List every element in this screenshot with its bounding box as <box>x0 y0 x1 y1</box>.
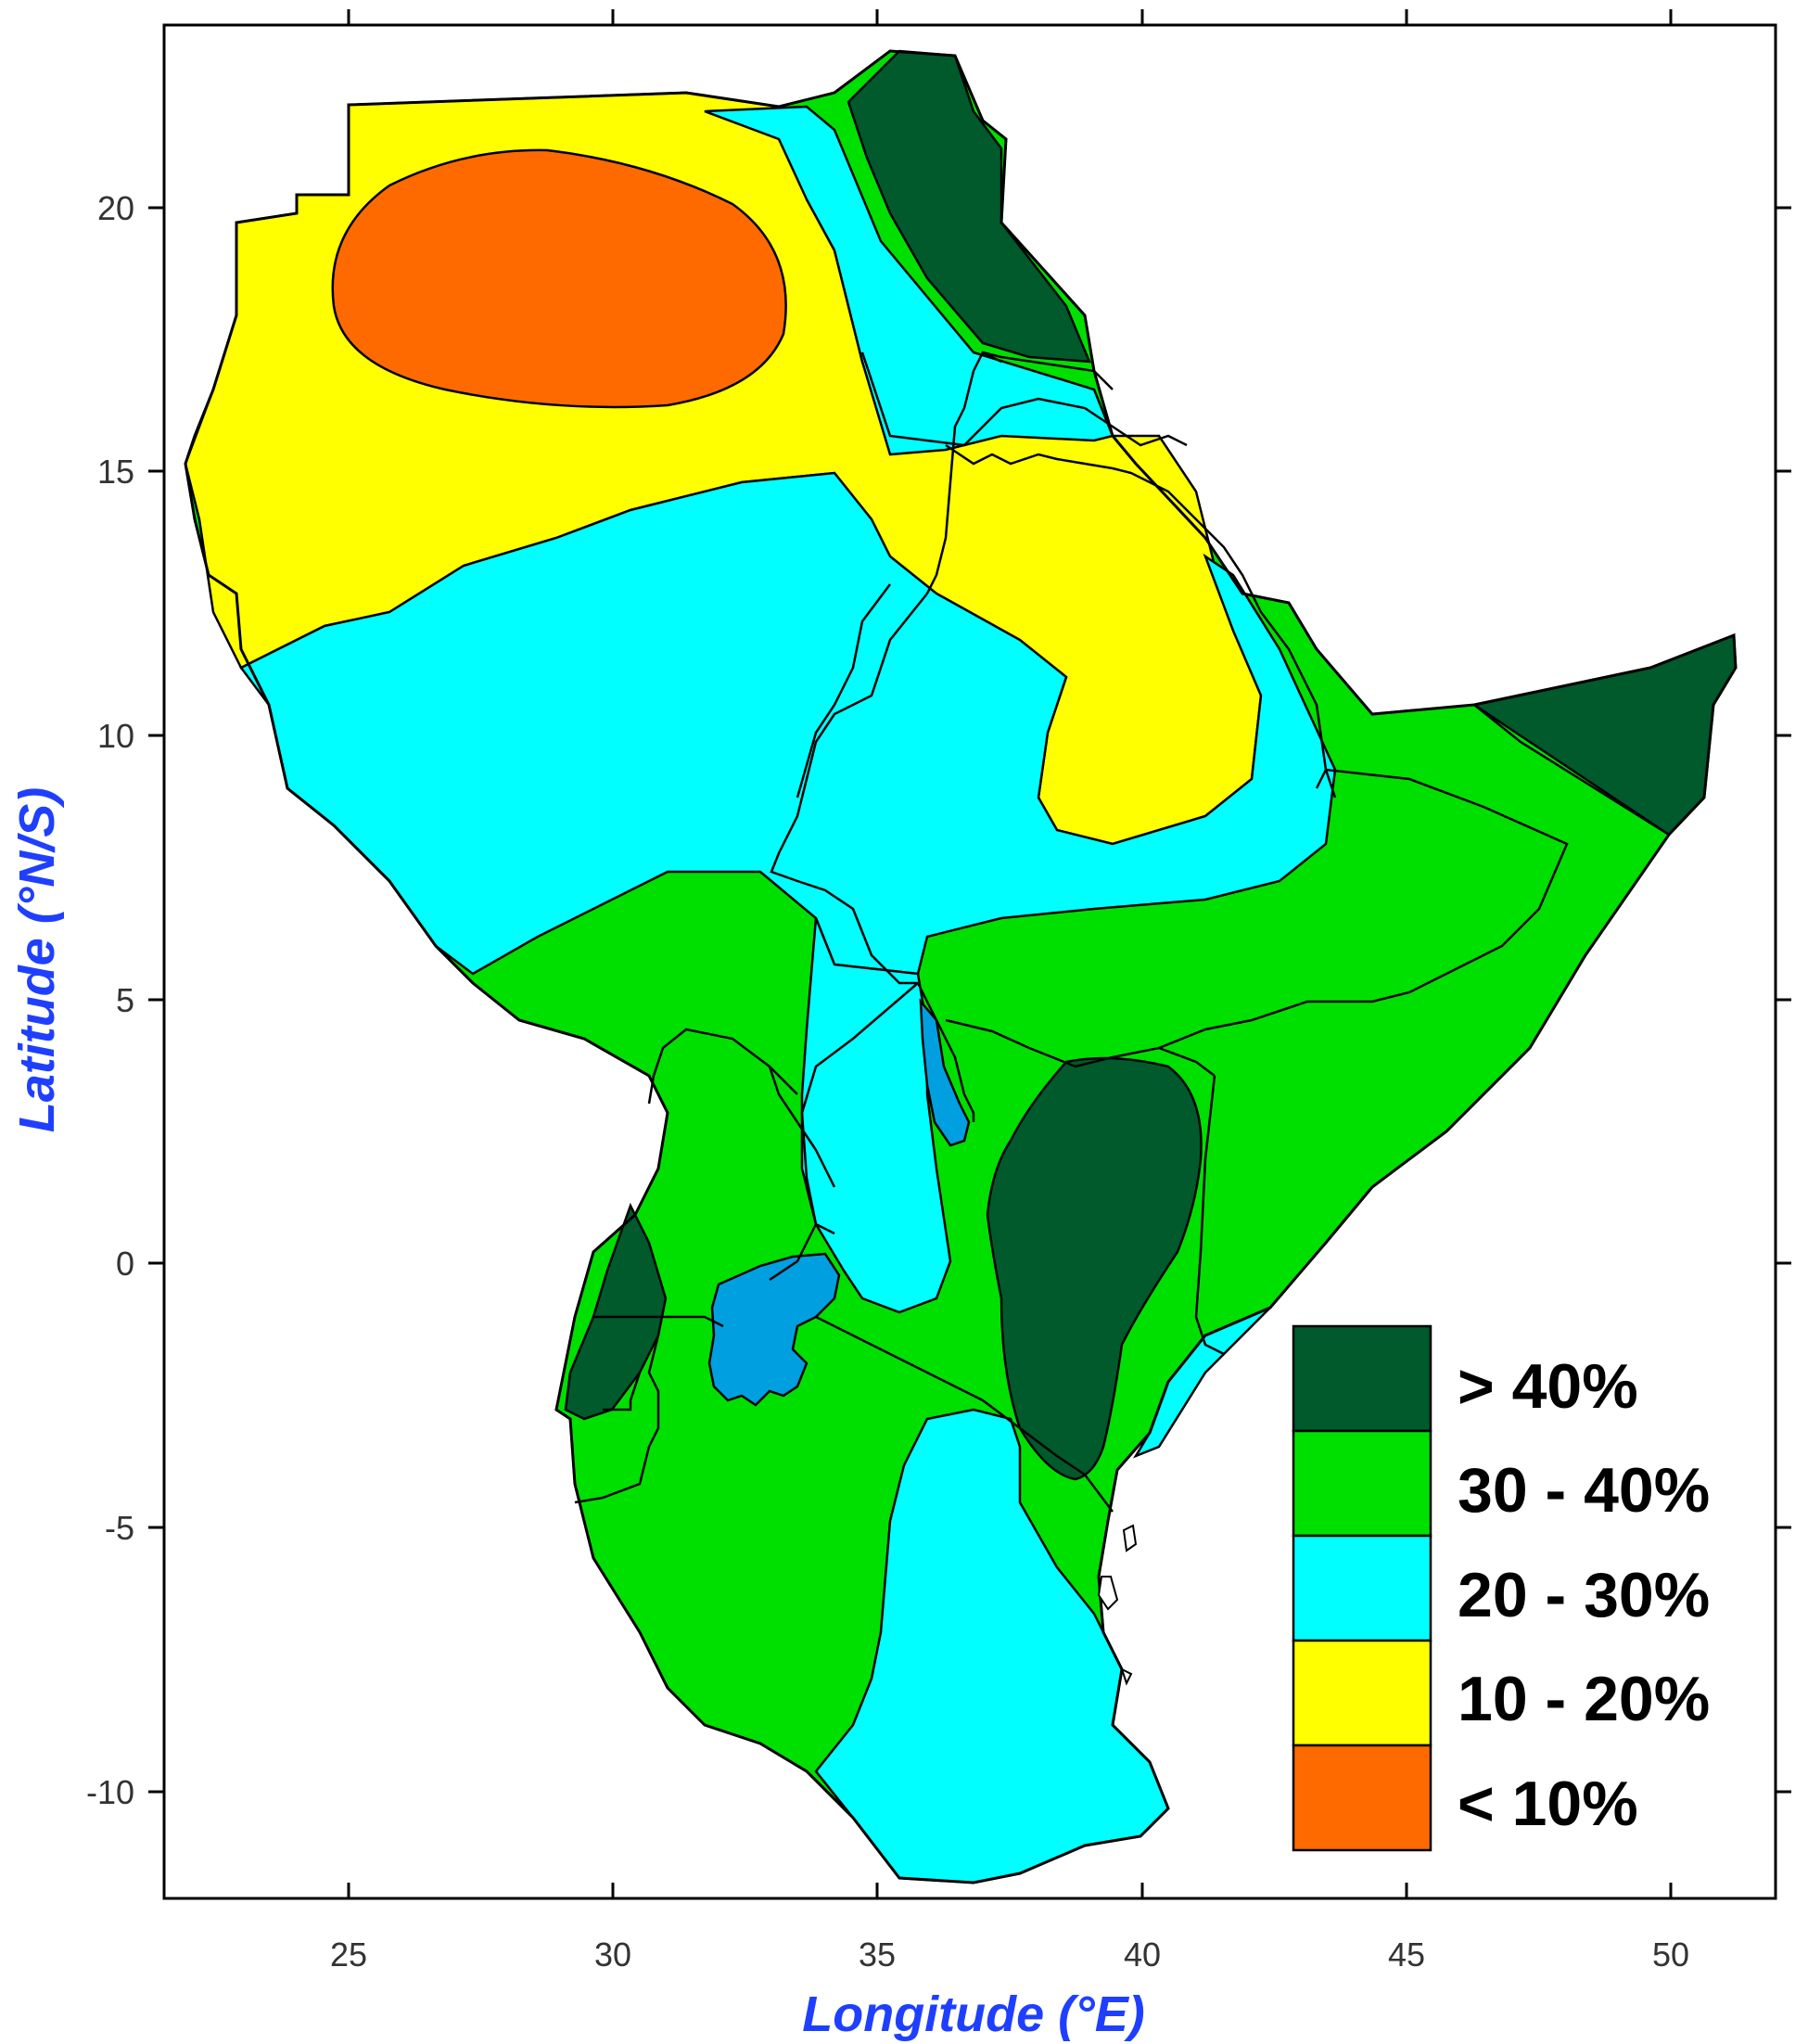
y-tick-label: -5 <box>105 1509 134 1547</box>
zone-cyan-rift <box>800 917 952 1314</box>
x-tick-label: 35 <box>859 1935 896 1974</box>
y-tick-label: 15 <box>97 453 134 491</box>
y-tick-label: -10 <box>86 1773 134 1811</box>
island-zanzibar <box>1122 1524 1138 1552</box>
coastline <box>184 49 1738 1884</box>
x-axis-title: Longitude (°E) <box>802 1987 1145 2042</box>
x-tick-label: 25 <box>330 1935 367 1974</box>
y-tick-label: 0 <box>116 1245 134 1283</box>
country-borders <box>574 351 1670 1513</box>
zone-cyan-central <box>239 471 1337 976</box>
legend-swatch <box>1292 1744 1432 1852</box>
legend-label: 20 - 30% <box>1458 1560 1710 1630</box>
x-tick-labels: 25 30 35 40 45 50 <box>330 1935 1689 1974</box>
zone-darkgreen-kenya <box>986 1056 1203 1481</box>
y-tick-labels: 20 15 10 5 0 -5 -10 <box>86 189 134 1811</box>
lake-victoria <box>707 1252 841 1407</box>
x-tick-label: 50 <box>1652 1935 1689 1974</box>
legend-swatch <box>1292 1324 1432 1433</box>
zone-darkgreen-west <box>564 1202 668 1421</box>
y-ticks <box>148 206 1791 1794</box>
y-tick-label: 5 <box>116 981 134 1019</box>
rainfall-zones <box>184 49 1738 1884</box>
legend-label: 10 - 20% <box>1458 1664 1710 1734</box>
legend: > 40% 30 - 40% 20 - 30% 10 - 20% < 10% <box>1292 1324 1710 1852</box>
legend-label: < 10% <box>1458 1769 1638 1839</box>
legend-label: > 40% <box>1458 1351 1638 1422</box>
lake-turkana <box>919 998 971 1147</box>
legend-label: 30 - 40% <box>1458 1455 1710 1526</box>
island-mafia <box>1120 1667 1133 1686</box>
y-tick-label: 20 <box>97 189 134 227</box>
x-tick-label: 40 <box>1124 1935 1161 1974</box>
y-axis-title: Latitude (°N/S) <box>9 787 65 1133</box>
x-tick-label: 45 <box>1388 1935 1425 1974</box>
legend-swatch <box>1292 1534 1432 1642</box>
zone-orange <box>331 148 787 409</box>
x-ticks <box>347 9 1673 1898</box>
zone-cyan-north-strip <box>704 105 1114 456</box>
legend-swatch <box>1292 1639 1432 1747</box>
x-tick-label: 30 <box>594 1935 631 1974</box>
island-pemba <box>1097 1576 1119 1611</box>
y-tick-label: 10 <box>97 717 134 755</box>
legend-swatch <box>1292 1429 1432 1538</box>
